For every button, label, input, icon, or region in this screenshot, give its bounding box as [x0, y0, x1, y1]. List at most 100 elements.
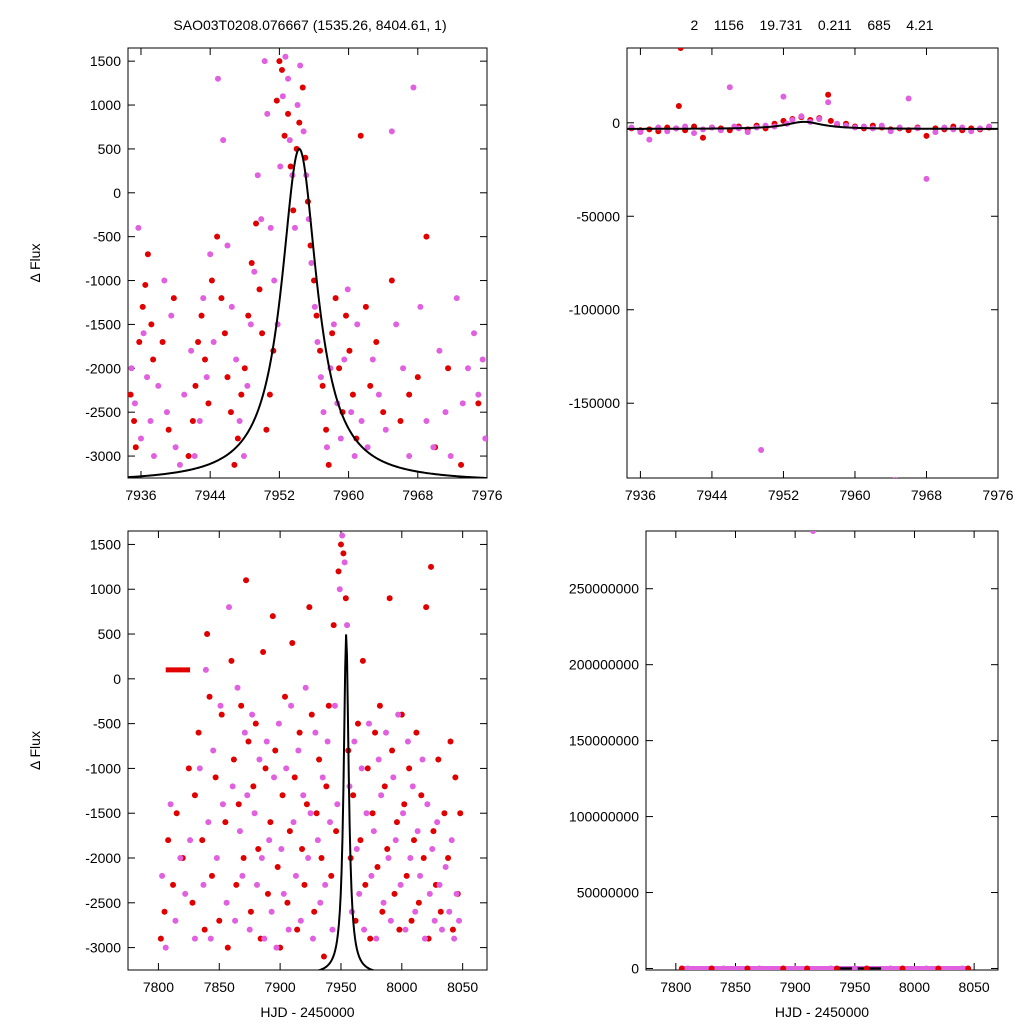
data-point: [404, 738, 411, 745]
data-point: [323, 444, 330, 451]
data-point: [234, 435, 241, 442]
data-point: [339, 532, 346, 539]
data-point: [430, 828, 437, 835]
data-point: [289, 639, 296, 646]
data-point: [290, 207, 297, 214]
data-point: [243, 577, 250, 584]
data-point: [364, 444, 371, 451]
data-point: [834, 120, 841, 127]
data-point: [207, 251, 214, 258]
data-point: [388, 277, 395, 284]
data-point: [204, 631, 211, 638]
data-point: [185, 453, 192, 460]
plot-area: [128, 53, 487, 478]
data-point: [464, 365, 471, 372]
y-tick-label: -3000: [85, 448, 121, 464]
data-point: [329, 926, 336, 933]
data-point: [162, 944, 169, 951]
data-point: [294, 926, 301, 933]
data-point: [358, 417, 365, 424]
data-point: [316, 756, 323, 763]
y-axis-title: Δ Flux: [27, 731, 43, 770]
data-point: [181, 391, 188, 398]
y-tick-label: -1500: [85, 805, 121, 821]
data-point: [453, 890, 460, 897]
data-point: [212, 774, 219, 781]
data-point: [262, 765, 269, 772]
data-point: [471, 330, 478, 337]
data-point: [892, 476, 898, 478]
data-point: [677, 48, 684, 51]
series-red: [128, 58, 482, 468]
data-point: [131, 417, 138, 424]
y-tick-label: 1500: [90, 536, 121, 552]
data-point: [246, 926, 253, 933]
data-point: [233, 356, 240, 363]
data-point: [375, 756, 382, 763]
x-tick-label: 8050: [959, 979, 990, 995]
data-point: [959, 965, 966, 970]
data-point: [344, 286, 351, 293]
data-point: [390, 774, 397, 781]
data-point: [200, 881, 207, 888]
data-point: [327, 819, 334, 826]
data-point: [426, 890, 433, 897]
plot-area: [678, 531, 972, 970]
data-point: [482, 435, 487, 442]
data-point: [170, 881, 177, 888]
data-point: [266, 837, 273, 844]
data-point: [278, 66, 285, 73]
data-point: [173, 810, 180, 817]
y-tick-label: -2000: [85, 850, 121, 866]
data-point: [421, 935, 428, 942]
data-point: [253, 220, 260, 227]
data-point: [684, 965, 691, 970]
data-point: [453, 295, 460, 302]
data-point: [172, 444, 179, 451]
data-point: [386, 595, 393, 602]
data-point: [362, 303, 369, 310]
data-point: [199, 837, 206, 844]
y-tick-label: 500: [98, 141, 122, 157]
y-tick-label: 1000: [90, 581, 121, 597]
data-point: [337, 541, 344, 548]
data-point: [244, 382, 251, 389]
y-tick-label: -2500: [85, 895, 121, 911]
data-point: [286, 828, 293, 835]
data-point: [168, 312, 175, 319]
data-point: [388, 128, 395, 135]
data-point: [323, 426, 330, 433]
data-point: [210, 338, 217, 345]
data-point: [224, 374, 231, 381]
data-point: [295, 747, 302, 754]
data-point: [214, 233, 221, 240]
data-point: [395, 711, 402, 718]
data-point: [297, 917, 304, 924]
data-point: [233, 881, 240, 888]
data-point: [281, 132, 288, 139]
data-point: [205, 819, 212, 826]
data-point: [144, 251, 151, 258]
data-point: [434, 819, 441, 826]
data-point: [144, 374, 151, 381]
data-point: [445, 365, 452, 372]
data-point: [436, 347, 443, 354]
y-tick-label: 1500: [90, 53, 121, 69]
x-tick-label: 7968: [402, 487, 433, 503]
data-point: [380, 409, 387, 416]
data-point: [389, 747, 396, 754]
data-point: [744, 965, 751, 970]
x-axis-title: HJD - 2450000: [775, 1004, 869, 1020]
x-tick-label: 7800: [143, 979, 174, 995]
y-axis-title: Δ Flux: [27, 244, 43, 283]
x-tick-label: 7952: [264, 487, 295, 503]
data-point: [420, 855, 427, 862]
data-point: [273, 944, 280, 951]
data-point: [414, 374, 421, 381]
panel-bottom-right: 7800 7850 7900 7950 8000 8050 0 50000000 1000000…: [569, 530, 999, 1020]
data-point: [176, 461, 183, 468]
data-point: [238, 391, 245, 398]
data-point: [758, 446, 765, 453]
data-point: [368, 872, 375, 879]
y-tick-label: 500: [98, 626, 122, 642]
